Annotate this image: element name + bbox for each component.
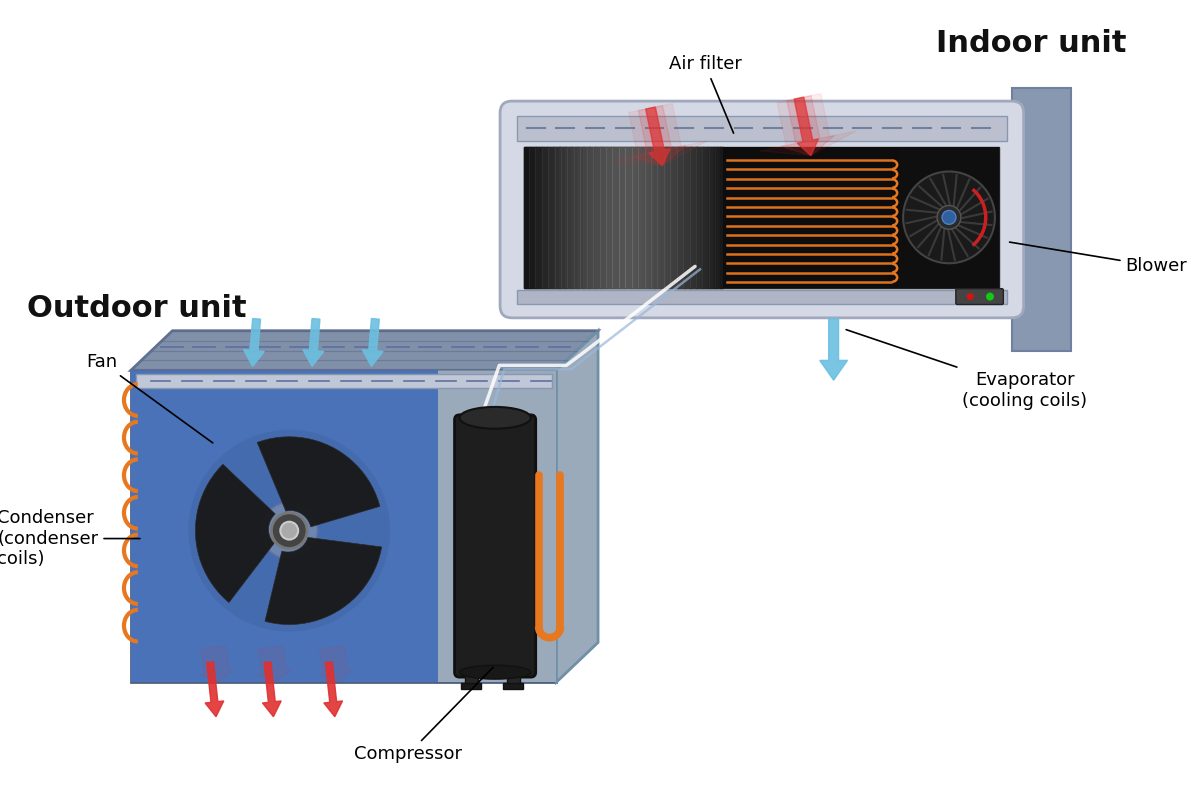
Text: Air filter: Air filter	[668, 55, 742, 133]
FancyBboxPatch shape	[724, 146, 899, 288]
Polygon shape	[265, 538, 382, 625]
FancyBboxPatch shape	[524, 146, 998, 288]
FancyBboxPatch shape	[462, 683, 481, 689]
Polygon shape	[1012, 88, 1072, 350]
Text: Compressor: Compressor	[354, 667, 493, 763]
FancyBboxPatch shape	[517, 116, 1007, 141]
Polygon shape	[131, 330, 598, 370]
FancyArrow shape	[760, 94, 856, 155]
Circle shape	[188, 430, 390, 631]
Text: Condenser
(condenser
coils): Condenser (condenser coils)	[0, 509, 140, 568]
Text: Fan: Fan	[86, 354, 212, 443]
Polygon shape	[196, 464, 275, 602]
FancyBboxPatch shape	[500, 101, 1024, 318]
FancyArrow shape	[646, 107, 670, 166]
Circle shape	[260, 502, 318, 559]
FancyArrow shape	[199, 646, 234, 682]
Circle shape	[281, 522, 298, 539]
FancyBboxPatch shape	[899, 146, 998, 288]
Ellipse shape	[460, 407, 530, 429]
Text: Outdoor unit: Outdoor unit	[26, 294, 247, 323]
Polygon shape	[257, 437, 380, 527]
FancyArrow shape	[257, 646, 292, 682]
Polygon shape	[131, 370, 438, 682]
FancyBboxPatch shape	[503, 683, 523, 689]
FancyArrow shape	[205, 662, 223, 717]
FancyArrow shape	[794, 97, 818, 155]
Polygon shape	[131, 370, 557, 682]
FancyArrow shape	[632, 106, 686, 166]
Circle shape	[967, 293, 973, 300]
FancyArrow shape	[362, 318, 383, 366]
Text: Indoor unit: Indoor unit	[936, 29, 1127, 58]
Polygon shape	[557, 330, 598, 682]
FancyBboxPatch shape	[466, 670, 479, 686]
Text: Blower: Blower	[1009, 242, 1187, 275]
Circle shape	[904, 171, 995, 263]
FancyArrow shape	[781, 96, 834, 155]
FancyArrow shape	[263, 662, 281, 717]
FancyBboxPatch shape	[517, 290, 1007, 304]
FancyArrow shape	[318, 646, 353, 682]
Text: Evaporator
(cooling coils): Evaporator (cooling coils)	[846, 330, 1087, 410]
Circle shape	[271, 513, 307, 549]
Circle shape	[937, 206, 961, 230]
FancyBboxPatch shape	[136, 374, 552, 388]
Circle shape	[942, 210, 956, 224]
FancyBboxPatch shape	[506, 670, 520, 686]
FancyArrow shape	[820, 319, 847, 380]
Ellipse shape	[460, 666, 530, 679]
FancyArrow shape	[612, 103, 707, 166]
FancyArrow shape	[324, 662, 342, 717]
FancyArrow shape	[302, 318, 324, 366]
Circle shape	[986, 293, 994, 301]
FancyArrow shape	[244, 318, 264, 366]
Polygon shape	[438, 370, 557, 682]
FancyBboxPatch shape	[956, 289, 1003, 305]
FancyBboxPatch shape	[455, 415, 535, 677]
